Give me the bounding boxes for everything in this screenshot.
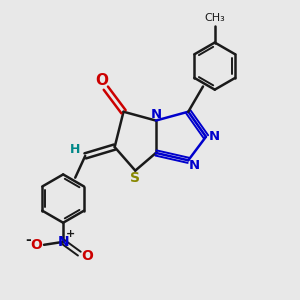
Text: +: + [66,229,75,238]
Text: O: O [95,73,108,88]
Text: N: N [150,108,161,121]
Text: S: S [130,171,140,185]
Text: O: O [82,249,94,263]
Text: -: - [25,232,31,247]
Text: CH₃: CH₃ [204,13,225,23]
Text: H: H [70,143,80,157]
Text: N: N [57,235,69,249]
Text: O: O [30,238,42,252]
Text: N: N [189,159,200,172]
Text: N: N [208,130,220,143]
